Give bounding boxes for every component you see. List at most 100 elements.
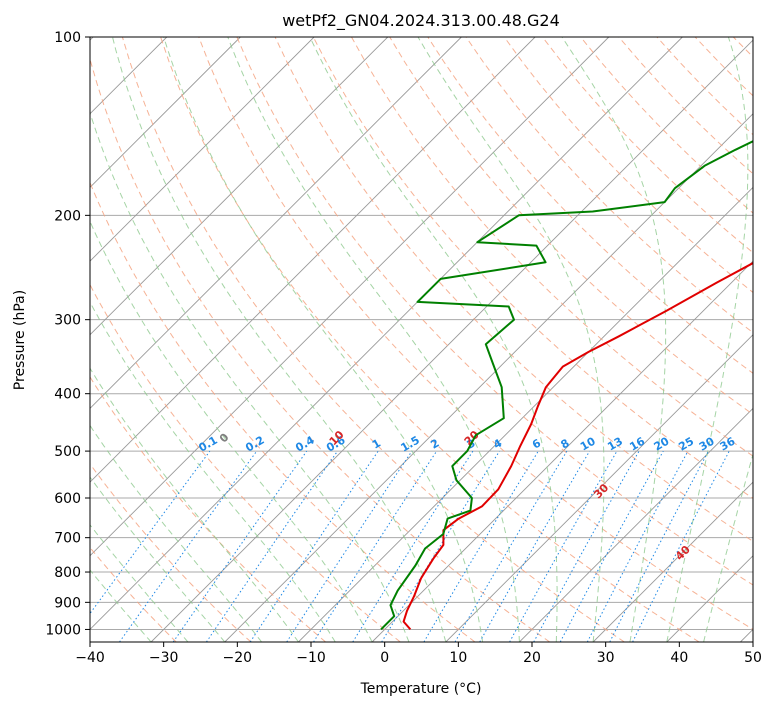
isotherm-line <box>445 334 753 642</box>
x-tick-label: 30 <box>597 650 615 666</box>
isotherm-grid <box>90 37 753 642</box>
moist-adiabat-line <box>163 37 484 642</box>
y-axis-label: Pressure (hPa) <box>12 290 28 390</box>
reference-line-labels: 0.1 0.2 0.4 0.6 1 1.5 2 3 4 6 8 10 13 16 20 25 30 360 10 20… <box>196 428 737 563</box>
moist-adiabat-line <box>90 424 262 642</box>
moist-adiabat-line <box>90 220 373 642</box>
dewpoint-profile-line <box>380 140 753 631</box>
dry-adiabat-line <box>90 181 476 642</box>
mixing-ratio-line <box>533 450 640 642</box>
moist-adiabat-line <box>90 367 299 642</box>
isobar-grid <box>90 37 753 630</box>
moist-adiabat-line <box>309 37 558 642</box>
y-tick-label: 900 <box>54 595 81 611</box>
moist-adiabat-line <box>90 111 410 642</box>
y-tick-label: 400 <box>54 387 81 403</box>
dry-adiabat-line <box>90 57 550 642</box>
profile-series <box>380 140 753 631</box>
mixing-ratio-line <box>509 450 618 642</box>
moist-adiabat-line <box>417 37 605 642</box>
mixing-ratio-label: 6 <box>530 436 543 451</box>
x-tick-label: 0 <box>380 650 389 666</box>
dry-adiabat-line <box>312 37 753 499</box>
x-tick-label: −10 <box>296 650 326 666</box>
x-tick-label: −30 <box>149 650 179 666</box>
x-tick-label: 40 <box>670 650 688 666</box>
x-tick-label: 50 <box>744 650 762 666</box>
mixing-ratio-line <box>90 450 211 615</box>
y-axis: 100 200 300 400 500 600 700 800 900 1000 <box>45 30 90 638</box>
x-tick-label: −40 <box>75 650 105 666</box>
temperature-profile-line <box>402 261 753 631</box>
moist-adiabat-line <box>227 37 520 642</box>
moist-adiabat-line <box>112 37 447 642</box>
isotherm-line <box>90 37 536 483</box>
y-tick-label: 200 <box>54 208 81 224</box>
isotherm-line <box>90 37 315 262</box>
dry-adiabat-line <box>351 37 753 457</box>
dry-adiabat-line <box>694 37 753 97</box>
moist-adiabat-line <box>90 301 336 642</box>
y-tick-label: 500 <box>54 444 81 460</box>
mixing-ratio-line <box>119 450 258 642</box>
isotherm-line <box>224 113 753 642</box>
dry-adiabat-line <box>121 37 625 642</box>
dry-adiabats <box>90 37 775 642</box>
y-tick-label: 800 <box>54 565 81 581</box>
isotherm-line <box>90 37 462 410</box>
isotherm-line <box>150 39 753 642</box>
mixing-ratio-line <box>205 450 338 642</box>
moist-adiabats <box>90 37 753 642</box>
dry-adiabat-line <box>542 37 753 254</box>
mixing-ratio-line <box>632 450 730 642</box>
mixing-ratio-line <box>313 450 438 642</box>
moist-adiabat-line <box>90 476 226 642</box>
moist-adiabat-line <box>561 37 667 642</box>
isotherm-line <box>90 37 610 557</box>
dry-adiabat-line <box>160 37 700 642</box>
mixing-ratio-lines <box>90 450 730 642</box>
isotherm-line <box>519 407 753 642</box>
dry-adiabat-line <box>90 462 252 642</box>
dry-adiabat-line <box>772 37 775 642</box>
isotherm-line <box>298 186 753 642</box>
plot-frame <box>89 36 754 643</box>
moist-adiabat-line <box>703 452 753 642</box>
moist-adiabat-line <box>90 569 152 642</box>
x-tick-label: −20 <box>223 650 253 666</box>
isotherm-line <box>592 481 753 642</box>
mixing-ratio-line <box>352 450 474 642</box>
isotherm-line <box>371 260 753 642</box>
isotherm-line <box>90 37 683 631</box>
mixing-ratio-line <box>381 450 500 642</box>
mixing-ratio-label: 2 <box>428 437 441 452</box>
moist-adiabat-label: 40 <box>673 543 693 563</box>
x-axis: −40 −30 −20 −10 0 10 20 30 40 50 <box>75 642 762 666</box>
mixing-ratio-line <box>286 450 413 642</box>
moist-adiabat-line <box>666 37 749 642</box>
dry-adiabat-line <box>503 37 753 294</box>
dry-adiabat-line <box>389 37 753 416</box>
isotherm-line <box>90 37 241 189</box>
dry-adiabat-line <box>465 37 753 334</box>
mixing-ratio-line <box>249 450 379 642</box>
dry-adiabat-line <box>90 283 401 642</box>
y-tick-label: 300 <box>54 313 81 329</box>
moist-adiabat-label: 0 <box>217 431 232 446</box>
moist-adiabat-line <box>90 524 189 642</box>
mixing-ratio-line <box>559 450 664 642</box>
x-tick-label: 10 <box>449 650 467 666</box>
y-tick-label: 100 <box>54 30 81 46</box>
mixing-ratio-line <box>586 450 689 642</box>
mixing-ratio-line <box>454 450 568 642</box>
dry-adiabat-line <box>90 376 326 642</box>
chart-title: wetPf2_GN04.2024.313.00.48.G24 <box>282 11 560 31</box>
moist-adiabat-label: 20 <box>462 428 482 448</box>
dry-adiabat-line <box>274 37 753 542</box>
y-tick-label: 1000 <box>45 622 81 638</box>
dry-adiabat-line <box>236 37 753 586</box>
y-tick-label: 700 <box>54 531 81 547</box>
mixing-ratio-line <box>172 450 308 642</box>
x-axis-label: Temperature (°C) <box>360 681 482 697</box>
